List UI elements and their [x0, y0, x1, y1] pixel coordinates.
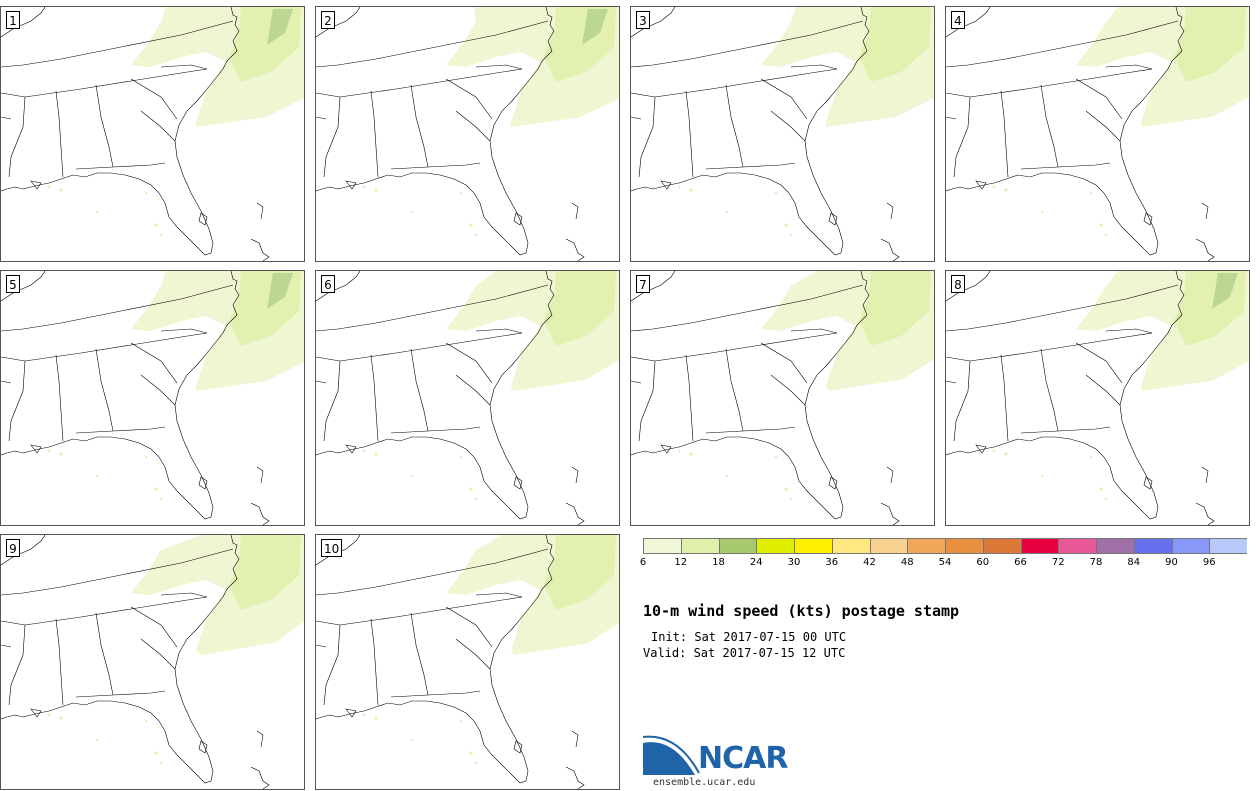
colorbar-swatch — [1020, 538, 1059, 554]
ensemble-member-map: 10 — [315, 534, 620, 790]
member-number-label: 8 — [951, 275, 965, 293]
colorbar-tick-label: 24 — [749, 557, 763, 568]
ensemble-url: ensemble.ucar.edu — [653, 777, 756, 788]
wind-speed-map — [631, 7, 934, 261]
colorbar-tick-label: 72 — [1051, 557, 1065, 568]
ensemble-member-map: 6 — [315, 270, 620, 526]
init-time: Init: Sat 2017-07-15 00 UTC — [651, 630, 847, 644]
member-number-label: 4 — [951, 11, 965, 29]
wind-speed-map — [946, 271, 1249, 525]
ensemble-member-map: 4 — [945, 6, 1250, 262]
colorbar-tick-label: 60 — [976, 557, 990, 568]
ensemble-member-map: 8 — [945, 270, 1250, 526]
member-number-label: 2 — [321, 11, 335, 29]
colorbar-tick-label: 30 — [787, 557, 801, 568]
colorbar-swatch — [643, 538, 681, 554]
colorbar-swatch — [680, 538, 719, 554]
colorbar-tick-label: 12 — [674, 557, 688, 568]
colorbar-swatch — [907, 538, 945, 554]
colorbar-tick-label: 48 — [900, 557, 914, 568]
member-number-label: 1 — [6, 11, 20, 29]
valid-time: Valid: Sat 2017-07-15 12 UTC — [643, 646, 846, 660]
colorbar-tick-label: 18 — [712, 557, 725, 568]
ensemble-member-map: 1 — [0, 6, 305, 262]
wind-speed-map — [316, 535, 619, 789]
member-number-label: 9 — [6, 539, 20, 557]
member-number-label: 6 — [321, 275, 335, 293]
wind-speed-colorbar: 6 12 18 24 30 36 42 48 54 60 66 72 78 84 90 96 — [639, 538, 1247, 574]
colorbar-swatch — [1133, 538, 1172, 554]
colorbar-swatch — [869, 538, 908, 554]
member-number-label: 10 — [321, 539, 343, 557]
colorbar-swatch — [756, 538, 794, 554]
ensemble-member-map: 3 — [630, 6, 935, 262]
wind-speed-map — [946, 7, 1249, 261]
ensemble-member-map: 5 — [0, 270, 305, 526]
colorbar-tick-label: 42 — [863, 557, 876, 568]
wind-speed-map — [631, 271, 934, 525]
ensemble-member-map: 9 — [0, 534, 305, 790]
colorbar-swatch — [718, 538, 757, 554]
wind-speed-map — [316, 7, 619, 261]
colorbar-swatch — [831, 538, 870, 554]
colorbar-tick-label: 96 — [1202, 557, 1216, 568]
colorbar-tick-label: 54 — [938, 557, 952, 568]
colorbar-tick-label: 84 — [1127, 557, 1141, 568]
wind-speed-map — [316, 271, 619, 525]
colorbar-swatch — [1058, 538, 1096, 554]
colorbar-swatch — [1096, 538, 1134, 554]
wind-speed-map — [1, 7, 304, 261]
colorbar-tick-label: 90 — [1165, 557, 1178, 568]
ncar-logo-text: NCAR — [698, 741, 788, 776]
member-number-label: 3 — [636, 11, 650, 29]
colorbar-tick-label: 6 — [639, 557, 647, 568]
ensemble-member-map: 7 — [630, 270, 935, 526]
figure-title: 10-m wind speed (kts) postage stamp — [643, 602, 960, 620]
ncar-logo-icon — [643, 735, 700, 775]
ensemble-member-map: 2 — [315, 6, 620, 262]
member-number-label: 7 — [636, 275, 650, 293]
wind-speed-map — [1, 271, 304, 525]
colorbar-swatch — [982, 538, 1021, 554]
wind-speed-map — [1, 535, 304, 789]
colorbar-tick-label: 66 — [1014, 557, 1027, 568]
member-number-label: 5 — [6, 275, 20, 293]
colorbar-swatch — [945, 538, 983, 554]
colorbar-swatch — [794, 538, 832, 554]
colorbar-tick-label: 78 — [1089, 557, 1103, 568]
colorbar-tick-label: 36 — [825, 557, 839, 568]
colorbar-swatch — [1171, 538, 1210, 554]
colorbar-swatch — [1209, 538, 1247, 554]
